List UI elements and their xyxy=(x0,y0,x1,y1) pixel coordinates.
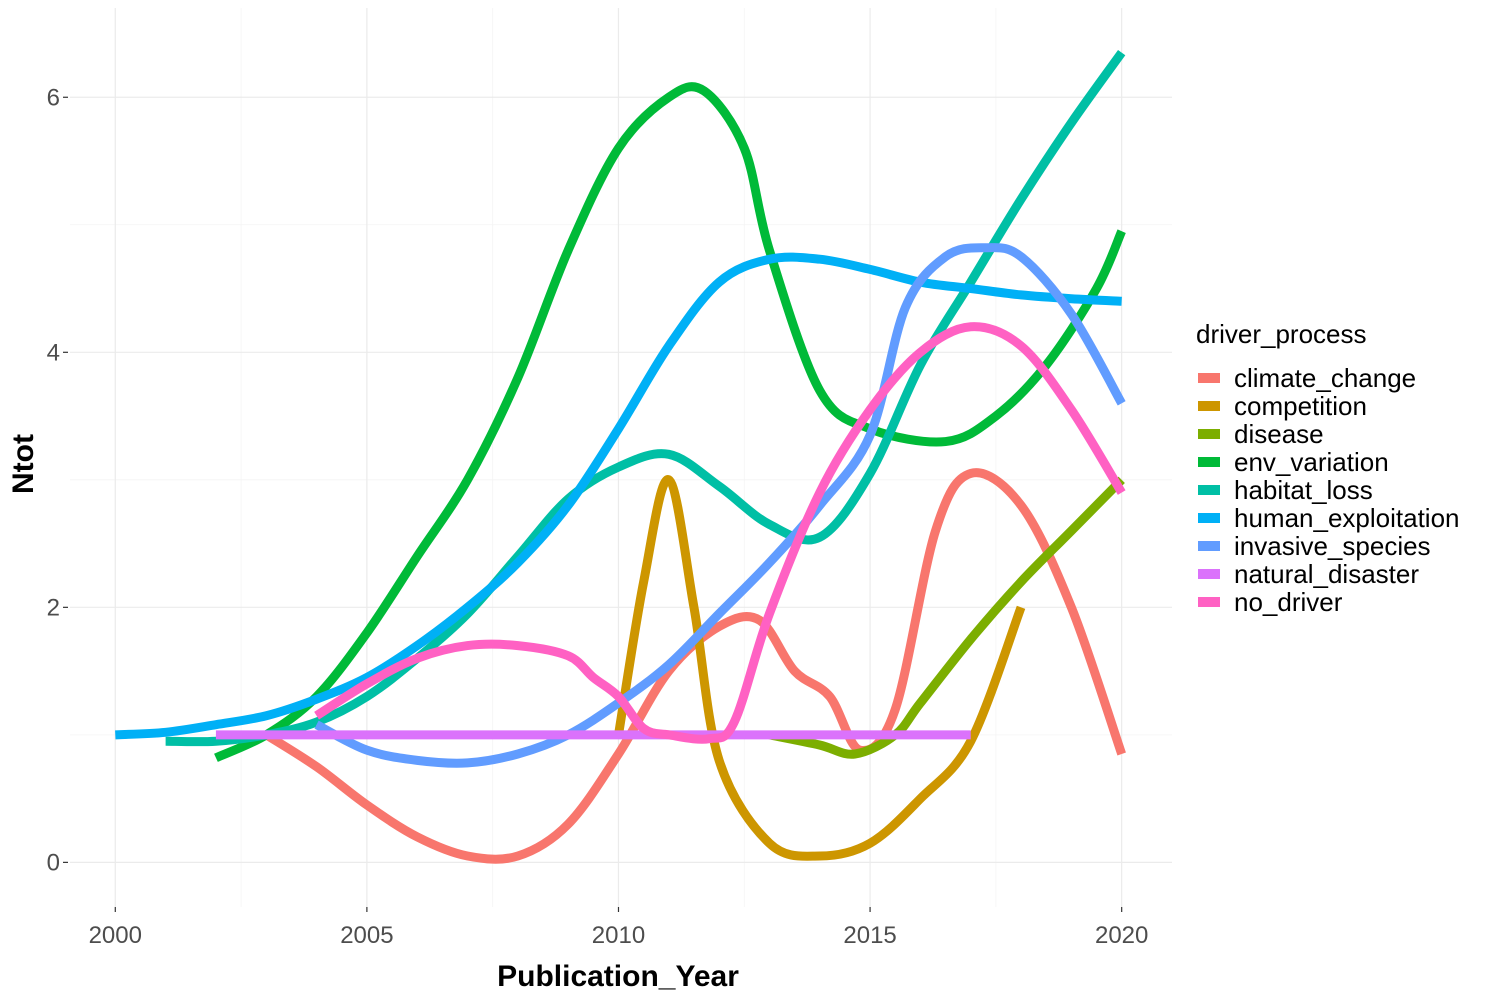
legend-key-no-driver xyxy=(1198,597,1220,607)
y-tick-label: 4 xyxy=(47,339,60,366)
series-line-competition xyxy=(614,475,1026,861)
y-tick-label: 6 xyxy=(47,84,60,111)
x-tick-label: 2005 xyxy=(340,922,393,949)
legend-key-natural-disaster xyxy=(1198,569,1220,579)
legend-key-competition xyxy=(1198,401,1220,411)
series-line-disease xyxy=(768,476,1125,759)
x-axis-title: Publication_Year xyxy=(497,960,739,993)
series-line-human-exploitation xyxy=(115,252,1122,740)
x-tick-label: 2020 xyxy=(1095,922,1148,949)
legend-label-competition: competition xyxy=(1234,391,1367,421)
legend-key-disease xyxy=(1198,429,1220,439)
legend-label-natural-disaster: natural_disaster xyxy=(1234,559,1419,589)
series-line-invasive-species xyxy=(314,243,1126,768)
series-line-habitat-loss xyxy=(165,50,1126,747)
x-tick-label: 2015 xyxy=(843,922,896,949)
legend: driver_process climate_changecompetition… xyxy=(1196,319,1460,617)
legend-label-invasive-species: invasive_species xyxy=(1234,531,1431,561)
legend-label-disease: disease xyxy=(1234,419,1324,449)
y-tick-label: 2 xyxy=(47,594,60,621)
series-line-env-variation xyxy=(214,82,1126,762)
series-line-climate-change xyxy=(263,468,1126,864)
axis-ticks: 2000 2005 2010 2015 2020 0 2 4 6 xyxy=(47,84,1149,949)
y-tick-label: 0 xyxy=(47,849,60,876)
legend-label-climate-change: climate_change xyxy=(1234,363,1416,393)
series-line-no-driver xyxy=(314,322,1126,744)
legend-label-no-driver: no_driver xyxy=(1234,587,1343,617)
legend-key-climate-change xyxy=(1198,373,1220,383)
x-tick-label: 2000 xyxy=(89,922,142,949)
legend-key-habitat-loss xyxy=(1198,485,1220,495)
legend-label-human-exploitation: human_exploitation xyxy=(1234,503,1460,533)
legend-key-env-variation xyxy=(1198,457,1220,467)
legend-key-human-exploitation xyxy=(1198,513,1220,523)
series-lines xyxy=(115,50,1126,864)
x-tick-label: 2010 xyxy=(592,922,645,949)
y-axis-title: Ntot xyxy=(7,434,40,494)
legend-title: driver_process xyxy=(1196,319,1367,349)
legend-label-env-variation: env_variation xyxy=(1234,447,1389,477)
legend-label-habitat-loss: habitat_loss xyxy=(1234,475,1373,505)
legend-key-invasive-species xyxy=(1198,541,1220,551)
